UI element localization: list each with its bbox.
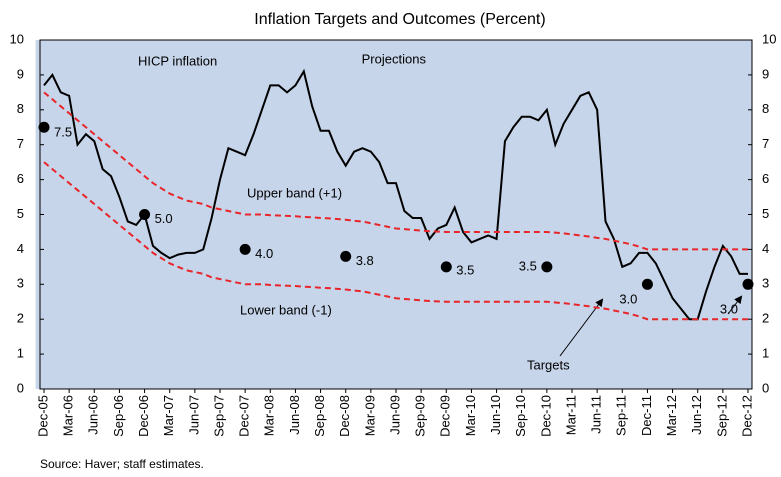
x-tick-label: Dec-06 bbox=[136, 395, 151, 437]
target-label: 3.5 bbox=[456, 262, 474, 277]
annotation: HICP inflation bbox=[138, 53, 217, 68]
x-tick-label: Jun-06 bbox=[86, 395, 101, 435]
x-tick-label: Mar-11 bbox=[563, 395, 578, 435]
x-tick-label: Jun-12 bbox=[689, 395, 704, 435]
y-tick-label: 6 bbox=[17, 171, 24, 186]
x-tick-label: Dec-08 bbox=[337, 395, 352, 437]
target-label: 3.0 bbox=[619, 292, 637, 307]
y-tick-label: 8 bbox=[17, 101, 24, 116]
annotation: Upper band (+1) bbox=[247, 185, 342, 200]
target-label: 4.0 bbox=[255, 246, 273, 261]
y2-tick-label: 10 bbox=[762, 31, 776, 46]
target-dot bbox=[340, 250, 352, 262]
x-tick-label: Dec-10 bbox=[538, 395, 553, 437]
x-tick-label: Jun-09 bbox=[387, 395, 402, 435]
y-tick-label: 1 bbox=[17, 346, 24, 361]
x-tick-label: Dec-07 bbox=[237, 395, 252, 437]
x-tick-label: Dec-12 bbox=[739, 395, 754, 437]
arrow bbox=[727, 295, 743, 315]
x-tick-label: Jun-11 bbox=[589, 395, 604, 434]
y-tick-label: 2 bbox=[17, 311, 24, 326]
y-tick-label: 7 bbox=[17, 136, 24, 151]
x-tick-label: Sep-06 bbox=[111, 395, 126, 437]
x-tick-label: Sep-07 bbox=[211, 395, 226, 437]
target-dot bbox=[139, 209, 151, 220]
y-tick-label: 10 bbox=[10, 31, 24, 46]
x-tick-label: Sep-10 bbox=[513, 395, 528, 437]
y2-tick-label: 5 bbox=[762, 206, 769, 221]
y2-tick-label: 9 bbox=[762, 66, 769, 81]
x-tick-label: Sep-12 bbox=[714, 395, 729, 437]
y2-tick-label: 4 bbox=[762, 241, 769, 256]
x-tick-label: Jun-07 bbox=[186, 395, 201, 435]
x-tick-label: Dec-09 bbox=[438, 395, 453, 437]
annotation: Lower band (-1) bbox=[240, 302, 332, 317]
series-line bbox=[43, 68, 748, 321]
y2-tick-label: 6 bbox=[762, 171, 769, 186]
x-tick-label: Jun-08 bbox=[287, 395, 302, 435]
target-label: 3.0 bbox=[720, 302, 738, 317]
x-tick-label: Mar-07 bbox=[161, 395, 176, 436]
target-dot bbox=[541, 261, 553, 273]
y2-tick-label: 2 bbox=[762, 311, 769, 326]
x-tick-label: Mar-06 bbox=[61, 395, 76, 436]
target-dot bbox=[742, 278, 754, 290]
annotation: Targets bbox=[527, 357, 570, 372]
x-tick-label: Mar-12 bbox=[664, 395, 679, 436]
x-tick-label: Dec-11 bbox=[639, 395, 654, 436]
y2-tick-label: 8 bbox=[762, 101, 769, 116]
x-tick-label: Mar-10 bbox=[463, 395, 478, 436]
x-tick-label: Jun-10 bbox=[488, 395, 503, 435]
x-tick-label: Dec-05 bbox=[35, 395, 50, 437]
y-tick-label: 4 bbox=[17, 241, 24, 256]
y-tick-label: 3 bbox=[17, 276, 24, 291]
series-line bbox=[43, 161, 748, 321]
target-dot bbox=[38, 121, 50, 133]
x-tick-label: Sep-09 bbox=[413, 395, 428, 437]
target-dot bbox=[440, 261, 452, 273]
y2-tick-label: 0 bbox=[762, 380, 769, 395]
arrow bbox=[559, 298, 604, 357]
source: Source: Haver; staff estimates. bbox=[40, 457, 204, 471]
series-line bbox=[43, 91, 748, 251]
y2-tick-label: 7 bbox=[762, 136, 769, 151]
x-tick-label: Mar-09 bbox=[362, 395, 377, 436]
target-dot bbox=[641, 278, 653, 290]
y2-tick-label: 1 bbox=[762, 346, 769, 361]
projection-shade bbox=[35, 40, 753, 389]
target-label: 3.8 bbox=[356, 253, 374, 268]
y-tick-label: 9 bbox=[17, 66, 24, 81]
y-tick-label: 0 bbox=[17, 380, 24, 395]
x-tick-label: Mar-08 bbox=[262, 395, 277, 436]
x-tick-label: Sep-11 bbox=[614, 395, 629, 436]
target-label: 3.5 bbox=[519, 258, 537, 273]
target-label: 5.0 bbox=[155, 211, 173, 226]
x-tick-label: Sep-08 bbox=[312, 395, 327, 437]
y2-tick-label: 3 bbox=[762, 276, 769, 291]
target-label: 7.5 bbox=[54, 125, 72, 140]
y-tick-label: 5 bbox=[17, 206, 24, 221]
shade-label: Projections bbox=[362, 51, 427, 66]
target-dot bbox=[239, 243, 251, 255]
chart-title: Inflation Targets and Outcomes (Percent) bbox=[254, 11, 545, 28]
